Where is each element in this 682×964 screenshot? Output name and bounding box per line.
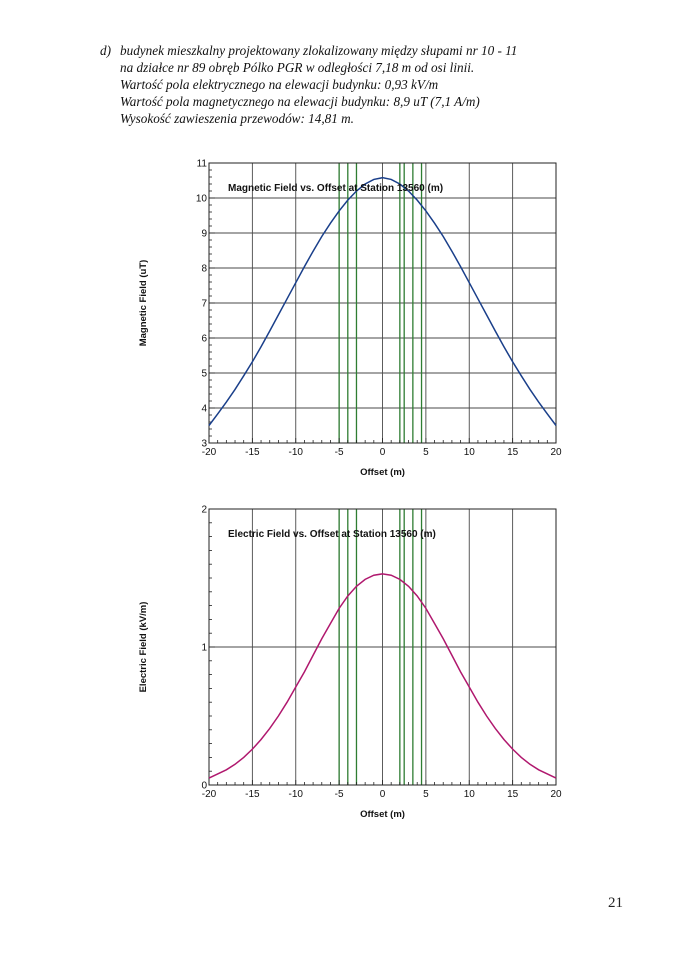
y-tick-label: 7 (201, 299, 207, 310)
x-tick-label: -5 (335, 789, 344, 800)
header-line-4: Wartość pola magnetycznego na elewacji b… (120, 94, 480, 109)
header-lines: budynek mieszkalny projektowany zlokaliz… (120, 42, 640, 127)
header-item: d) budynek mieszkalny projektowany zloka… (100, 42, 640, 127)
x-tick-label: 0 (380, 447, 386, 458)
x-tick-label: -5 (335, 447, 344, 458)
x-tick-label: 15 (507, 789, 519, 800)
x-tick-label: 5 (423, 789, 429, 800)
y-tick-label: 5 (201, 369, 207, 380)
chart-title: Magnetic Field vs. Offset at Station 135… (228, 183, 443, 194)
y-tick-label: 2 (201, 505, 207, 516)
x-tick-label: 5 (423, 447, 429, 458)
y-tick-label: 10 (196, 194, 208, 205)
document-header: d) budynek mieszkalny projektowany zloka… (100, 42, 640, 127)
y-tick-label: 0 (201, 781, 207, 792)
magnetic-field-chart: Magnetic Field vs. Offset at Station 135… (138, 159, 562, 479)
y-tick-label: 4 (201, 404, 207, 415)
x-tick-label: 20 (550, 789, 562, 800)
y-axis-label: Magnetic Field (uT) (138, 260, 149, 347)
y-axis-label: Electric Field (kV/m) (138, 602, 149, 693)
y-tick-label: 9 (201, 229, 207, 240)
x-tick-label: -15 (245, 447, 260, 458)
chart-title: Electric Field vs. Offset at Station 135… (228, 529, 436, 540)
item-marker: d) (100, 43, 111, 58)
x-tick-label: -20 (202, 447, 217, 458)
x-tick-label: 0 (380, 789, 386, 800)
electric-field-chart: Electric Field vs. Offset at Station 135… (138, 505, 562, 821)
header-line-2: na działce nr 89 obręb Pólko PGR w odleg… (120, 60, 475, 75)
x-tick-label: -15 (245, 789, 260, 800)
x-tick-label: -20 (202, 789, 217, 800)
y-tick-label: 8 (201, 264, 207, 275)
x-tick-label: 20 (550, 447, 562, 458)
x-tick-label: 10 (464, 789, 476, 800)
y-tick-label: 3 (201, 439, 207, 450)
x-axis-label: Offset (m) (360, 809, 405, 820)
x-tick-label: 15 (507, 447, 519, 458)
x-tick-label: -10 (289, 789, 304, 800)
series-line (208, 573, 557, 779)
y-tick-label: 1 (201, 643, 207, 654)
x-axis-label: Offset (m) (360, 467, 405, 478)
header-line-5: Wysokość zawieszenia przewodów: 14,81 m. (120, 111, 354, 126)
header-line-3: Wartość pola elektrycznego na elewacji b… (120, 77, 439, 92)
y-tick-label: 11 (197, 159, 208, 170)
x-tick-label: -10 (289, 447, 304, 458)
series-line (208, 176, 557, 426)
header-line-1: budynek mieszkalny projektowany zlokaliz… (120, 43, 518, 58)
page-number: 21 (608, 895, 623, 911)
y-tick-label: 6 (201, 334, 207, 345)
x-tick-label: 10 (464, 447, 476, 458)
